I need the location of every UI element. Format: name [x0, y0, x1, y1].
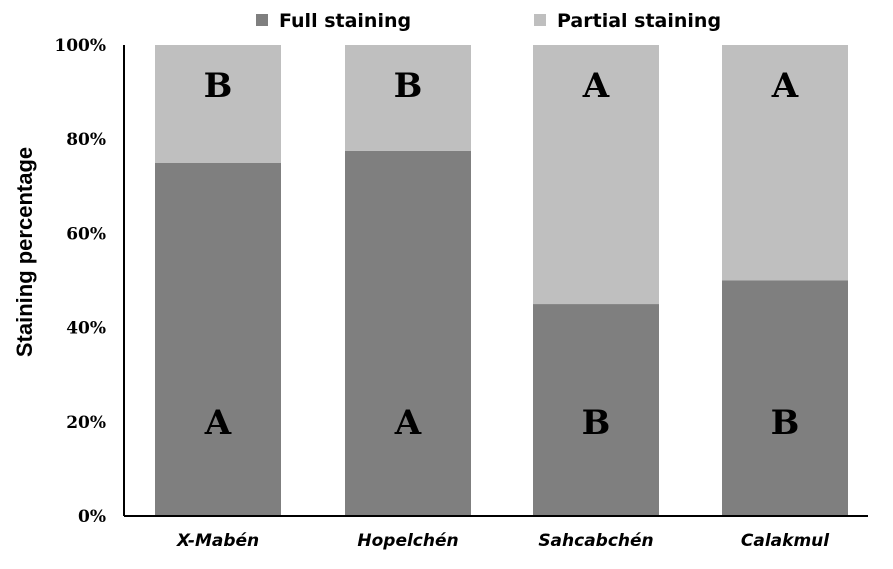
significance-letters-layer: A B A B B A B A — [204, 66, 800, 443]
x-tick-label-hopelch-n: Hopelchén — [357, 531, 458, 551]
axes-layer — [123, 45, 868, 517]
x-tick-labels: X-Mabén Hopelchén Sahcabchén Calakmul — [176, 531, 830, 551]
legend-label-partial: Partial staining — [557, 10, 721, 32]
bar-sahcabch-n-partial — [533, 45, 659, 305]
y-tick-label-60: 60% — [66, 224, 106, 244]
sig-letter-sahcabch-n-partial: A — [582, 66, 610, 106]
x-tick-label-x-mab-n: X-Mabén — [176, 531, 259, 551]
x-tick-label-sahcabch-n: Sahcabchén — [538, 531, 653, 551]
bar-hopelch-n-partial — [345, 45, 471, 151]
sig-letter-calakmul-full: B — [771, 403, 800, 443]
sig-letter-calakmul-partial: A — [771, 66, 799, 106]
y-tick-label-80: 80% — [66, 130, 106, 150]
y-tick-label-100: 100% — [54, 36, 106, 56]
y-axis-label: Staining percentage — [12, 147, 37, 357]
y-tick-labels: 0% 20% 40% 60% 80% 100% — [54, 36, 106, 527]
sig-letter-hopelch-n-full: A — [394, 403, 422, 443]
sig-letter-x-mab-n-partial: B — [204, 66, 233, 106]
x-tick-label-calakmul: Calakmul — [741, 531, 830, 551]
y-tick-label-20: 20% — [66, 413, 106, 433]
y-tick-label-40: 40% — [66, 319, 106, 339]
sig-letter-hopelch-n-partial: B — [394, 66, 423, 106]
bar-hopelch-n-full — [345, 150, 471, 516]
bar-sahcabch-n-full — [533, 304, 659, 516]
sig-letter-x-mab-n-full: A — [204, 403, 232, 443]
legend-swatch-partial — [534, 14, 546, 26]
bars-layer — [155, 45, 848, 516]
legend-swatch-full — [256, 14, 268, 26]
bar-x-mab-n-full — [155, 162, 281, 516]
bar-x-mab-n-partial — [155, 45, 281, 163]
legend-label-full: Full staining — [279, 10, 411, 32]
legend: Full staining Partial staining — [256, 10, 721, 32]
y-tick-label-0: 0% — [78, 507, 106, 527]
bar-calakmul-partial — [722, 45, 848, 281]
bar-calakmul-full — [722, 280, 848, 516]
sig-letter-sahcabch-n-full: B — [582, 403, 611, 443]
y-axis-label-group: Staining percentage — [12, 147, 37, 357]
